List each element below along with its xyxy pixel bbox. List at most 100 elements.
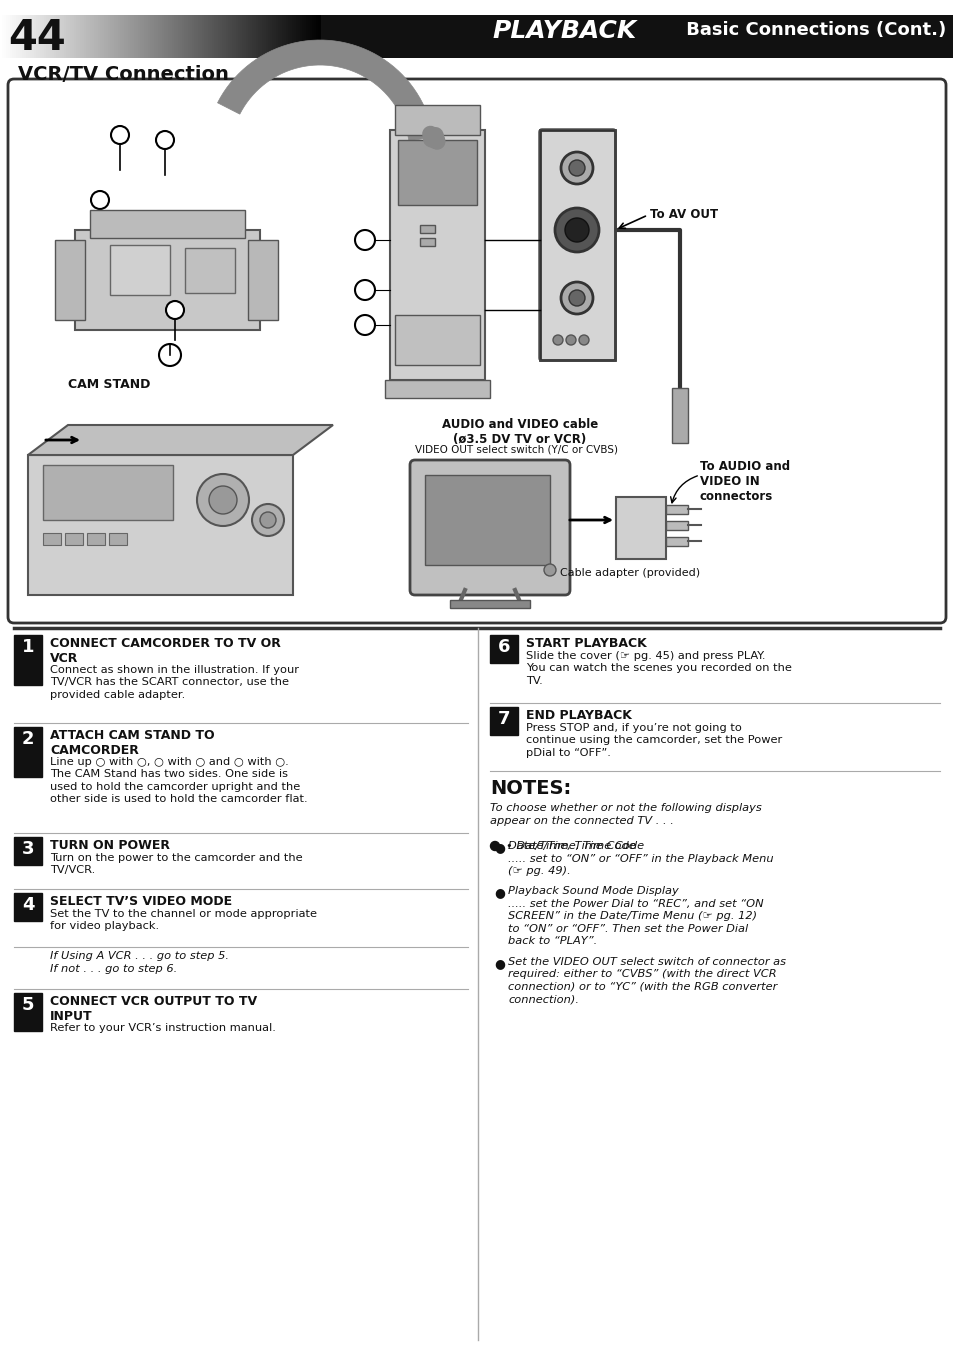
Bar (294, 15, 296, 58)
Bar (208, 15, 211, 58)
Bar (185, 248, 234, 293)
Text: ●: ● (494, 841, 504, 854)
Bar (233, 15, 236, 58)
Bar (246, 15, 249, 58)
Circle shape (578, 335, 588, 346)
Bar (158, 15, 161, 58)
Bar (252, 15, 254, 58)
Bar (419, 225, 435, 233)
Bar (237, 15, 241, 58)
Bar (264, 15, 267, 58)
Bar (76, 15, 79, 58)
Text: 3: 3 (22, 840, 34, 858)
Bar (102, 15, 105, 58)
Polygon shape (217, 41, 433, 141)
Circle shape (196, 474, 249, 526)
Text: If Using A VCR . . . go to step 5.
If not . . . go to step 6.: If Using A VCR . . . go to step 5. If no… (50, 951, 229, 974)
Text: Playback Sound Mode Display: Playback Sound Mode Display (507, 886, 678, 896)
Bar (198, 15, 201, 58)
Bar (0, 15, 953, 58)
Text: CONNECT CAMCORDER TO TV OR
VCR: CONNECT CAMCORDER TO TV OR VCR (50, 637, 280, 665)
Text: ..... set the Power Dial to “REC”, and set “ON
SCREEN” in the Date/Time Menu (☞ : ..... set the Power Dial to “REC”, and s… (507, 898, 762, 946)
Circle shape (355, 314, 375, 335)
Bar (295, 15, 298, 58)
Circle shape (111, 126, 129, 144)
Circle shape (568, 160, 584, 176)
Bar (218, 15, 221, 58)
Bar (224, 15, 227, 58)
Text: CONNECT VCR OUTPUT TO TV
INPUT: CONNECT VCR OUTPUT TO TV INPUT (50, 995, 257, 1023)
Bar (14, 837, 42, 864)
Bar (42, 15, 45, 58)
Bar (71, 15, 75, 58)
Bar (60, 15, 63, 58)
Bar (30, 15, 33, 58)
Bar (215, 15, 219, 58)
Polygon shape (28, 425, 333, 455)
Bar (226, 15, 229, 58)
Bar (277, 15, 281, 58)
Text: Turn on the power to the camcorder and the
TV/VCR.: Turn on the power to the camcorder and t… (50, 854, 302, 875)
Bar (138, 15, 141, 58)
Bar (173, 15, 177, 58)
Bar (385, 379, 490, 398)
Bar (20, 15, 23, 58)
Bar (10, 15, 13, 58)
Bar (268, 15, 271, 58)
Bar (54, 15, 57, 58)
Bar (34, 15, 37, 58)
Bar (450, 600, 530, 608)
Bar (90, 15, 92, 58)
Bar (299, 15, 303, 58)
Text: To AUDIO and
VIDEO IN
connectors: To AUDIO and VIDEO IN connectors (700, 459, 789, 503)
Bar (110, 15, 112, 58)
Bar (192, 15, 194, 58)
Bar (262, 15, 265, 58)
Text: 4: 4 (22, 896, 34, 915)
Circle shape (91, 191, 109, 209)
Bar (232, 15, 234, 58)
Text: NOTES:: NOTES: (490, 779, 571, 798)
Bar (248, 240, 277, 320)
Bar (22, 15, 25, 58)
Text: SELECT TV’S VIDEO MODE: SELECT TV’S VIDEO MODE (50, 896, 232, 908)
Bar (290, 15, 293, 58)
Bar (106, 15, 109, 58)
Bar (110, 245, 170, 295)
Text: Set the VIDEO OUT select switch of connector as
required: either to “CVBS” (with: Set the VIDEO OUT select switch of conne… (507, 957, 785, 1004)
Bar (253, 15, 256, 58)
Bar (260, 15, 263, 58)
Circle shape (156, 131, 173, 149)
Text: 6: 6 (497, 638, 510, 656)
Bar (242, 15, 245, 58)
Bar (164, 15, 167, 58)
Text: START PLAYBACK: START PLAYBACK (525, 637, 646, 650)
Bar (82, 15, 85, 58)
Bar (240, 15, 243, 58)
Bar (113, 15, 117, 58)
Bar (312, 15, 314, 58)
Bar (274, 15, 276, 58)
Bar (109, 533, 127, 545)
Bar (24, 15, 27, 58)
Bar (130, 15, 132, 58)
Bar (308, 15, 311, 58)
FancyBboxPatch shape (410, 459, 569, 595)
Bar (202, 15, 205, 58)
Bar (266, 15, 269, 58)
Bar (665, 537, 687, 546)
Bar (314, 15, 316, 58)
Bar (390, 130, 484, 379)
Bar (206, 15, 209, 58)
Bar (275, 15, 278, 58)
Bar (184, 15, 187, 58)
Circle shape (166, 301, 184, 318)
Bar (136, 15, 139, 58)
Text: 1: 1 (22, 638, 34, 656)
Bar (52, 15, 55, 58)
Circle shape (490, 841, 499, 851)
Bar (304, 15, 307, 58)
Bar (142, 15, 145, 58)
Bar (68, 15, 71, 58)
Bar (84, 15, 87, 58)
